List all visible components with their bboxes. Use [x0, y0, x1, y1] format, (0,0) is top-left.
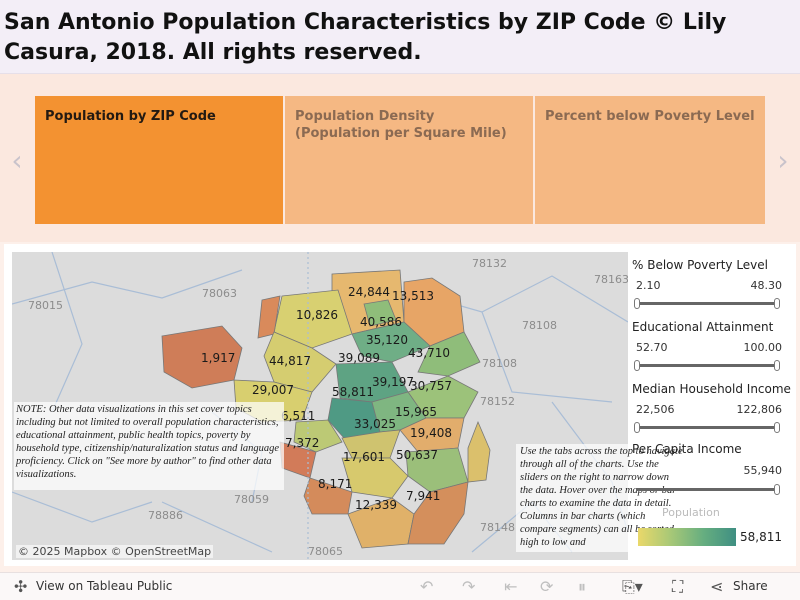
view-on-tableau-link[interactable]: View on Tableau Public [36, 579, 173, 593]
map-attribution[interactable]: © 2025 Mapbox © OpenStreetMap [16, 545, 214, 558]
undo-icon[interactable]: ↶ [420, 577, 434, 596]
zip-value-label: 29,007 [252, 383, 294, 397]
download-icon[interactable]: ⎘▾ [622, 577, 643, 596]
legend-title: Population [662, 506, 720, 519]
story-tab-label: Population by ZIP Code [45, 109, 216, 124]
bg-zip-label: 78108 [522, 319, 557, 332]
filter-household-income: Median Household Income 22,506 122,806 [628, 382, 791, 438]
tableau-toolbar: ✣ View on Tableau Public ↶ ↷ ⇤ ⟳ ⏸ ⎘▾ ⛶ … [0, 572, 800, 600]
filter-poverty: % Below Poverty Level 2.10 48.30 [628, 258, 788, 314]
fullscreen-icon[interactable]: ⛶ [672, 577, 684, 596]
bg-zip-label: 78059 [234, 493, 269, 506]
zip-value-label: 35,120 [366, 333, 408, 347]
filter-min: 22,506 [636, 403, 675, 416]
story-tab-label: Population Density (Population per Squar… [295, 109, 507, 141]
bg-zip-label: 78108 [482, 357, 517, 370]
poverty-slider[interactable] [636, 302, 778, 305]
filter-title: Median Household Income [632, 382, 791, 396]
filter-min: 2.10 [636, 279, 661, 292]
zip-value-label: 19,408 [410, 426, 452, 440]
title-bar: San Antonio Population Characteristics b… [0, 0, 800, 74]
slider-max-handle[interactable] [774, 422, 780, 433]
bg-zip-label: 78163 [594, 273, 628, 286]
zip-value-label: 33,025 [354, 417, 396, 431]
zip-value-label: 40,586 [360, 315, 402, 329]
zip-value-label: 15,965 [395, 405, 437, 419]
page-title: San Antonio Population Characteristics b… [4, 10, 727, 65]
slider-max-handle[interactable] [774, 484, 780, 495]
zip-value-label: 24,844 [348, 285, 390, 299]
bg-zip-label: 78015 [28, 299, 63, 312]
slider-min-handle[interactable] [634, 298, 640, 309]
filter-max: 55,940 [743, 464, 783, 477]
population-color-legend [638, 528, 736, 546]
filter-education: Educational Attainment 52.70 100.00 [628, 320, 788, 376]
chevron-left-icon[interactable]: ‹ [11, 144, 23, 177]
household-income-slider[interactable] [636, 426, 778, 429]
bg-zip-label: 78132 [472, 257, 507, 270]
bg-zip-label: 78152 [480, 395, 515, 408]
bg-zip-label: 78063 [202, 287, 237, 300]
legend-max-value: 58,811 [740, 530, 782, 544]
zip-value-label: 50,637 [396, 448, 438, 462]
population-map[interactable]: 78132 78163 78108 78063 78108 78015 7815… [12, 252, 628, 560]
zip-value-label: 30,757 [410, 379, 452, 393]
education-slider[interactable] [636, 364, 778, 367]
bg-zip-label: 78065 [308, 545, 343, 558]
tableau-logo-icon: ✣ [14, 577, 28, 596]
slider-min-handle[interactable] [634, 422, 640, 433]
zip-value-label: 43,710 [408, 346, 450, 360]
filter-per-capita-income: Per Capita Income 55,940 [628, 442, 788, 498]
zip-polygons [161, 269, 491, 549]
share-icon[interactable]: ⋖ [710, 577, 724, 596]
filter-sidebar: % Below Poverty Level 2.10 48.30 Educati… [628, 252, 796, 560]
zip-value-label: 44,817 [269, 354, 311, 368]
filter-title: % Below Poverty Level [632, 258, 769, 272]
filter-max: 100.00 [743, 341, 783, 354]
zip-value-label: 8,171 [318, 477, 353, 491]
story-tab-poverty[interactable]: Percent below Poverty Level [535, 96, 765, 224]
zip-value-label: 17,601 [343, 450, 385, 464]
refresh-icon[interactable]: ⟳ [540, 577, 554, 596]
zip-value-label: 7,372 [285, 436, 320, 450]
pause-icon[interactable]: ⏸ [578, 577, 587, 596]
filter-min: 52.70 [636, 341, 668, 354]
slider-max-handle[interactable] [774, 360, 780, 371]
zip-value-label: 7,941 [406, 489, 441, 503]
zip-value-label: 39,197 [372, 375, 414, 389]
slider-min-handle[interactable] [634, 360, 640, 371]
slider-max-handle[interactable] [774, 298, 780, 309]
zip-value-label: 12,339 [355, 498, 397, 512]
bg-zip-label: 78886 [148, 509, 183, 522]
per-capita-income-slider[interactable] [636, 488, 778, 491]
note-other-visualizations: NOTE: Other data visualizations in this … [14, 402, 284, 490]
bg-zip-label: 78148 [480, 521, 515, 534]
filter-title: Educational Attainment [632, 320, 774, 334]
share-button[interactable]: Share [733, 579, 768, 593]
story-tab-population[interactable]: Population by ZIP Code [35, 96, 283, 224]
zip-value-label: 10,826 [296, 308, 338, 322]
filter-max: 48.30 [750, 279, 783, 292]
redo-icon[interactable]: ↷ [462, 577, 476, 596]
story-tab-density[interactable]: Population Density (Population per Squar… [285, 96, 533, 224]
zip-value-label: 6,511 [281, 409, 316, 423]
revert-icon[interactable]: ⇤ [504, 577, 518, 596]
zip-value-label: 39,089 [338, 351, 380, 365]
chevron-right-icon[interactable]: › [777, 144, 789, 177]
story-tab-label: Percent below Poverty Level [545, 109, 755, 124]
zip-value-label: 1,917 [201, 351, 236, 365]
zip-value-label: 13,513 [392, 289, 434, 303]
filter-title: Per Capita Income [632, 442, 742, 456]
filter-max: 122,806 [736, 403, 783, 416]
note-instructions: Use the tabs across the top to navigate … [516, 444, 688, 552]
zip-value-label: 58,811 [332, 385, 374, 399]
